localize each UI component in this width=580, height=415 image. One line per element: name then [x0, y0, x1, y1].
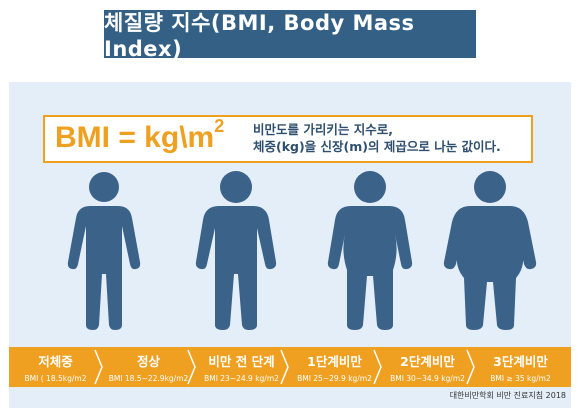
bmi-description-line1: 비만도를 가리키는 지수로, [253, 122, 393, 137]
category-name: 정상 [136, 354, 160, 369]
category-underweight: 저체중 BMI ( 18.5kg/m2 [9, 347, 102, 383]
category-range: BMI ≥ 35 kg/m2 [490, 374, 551, 383]
bmi-formula-exponent: 2 [214, 116, 225, 136]
bmi-category-bar: 저체중 BMI ( 18.5kg/m2 정상 BMI 18.5~22.9kg/m… [9, 347, 571, 387]
category-range: BMI 18.5~22.9kg/m2 [108, 374, 189, 383]
person-obese1-icon [443, 171, 537, 330]
page-title: 체질량 지수(BMI, Body Mass Index) [104, 10, 476, 61]
person-underweight-icon [67, 172, 141, 330]
page-title-text: 체질량 지수(BMI, Body Mass Index) [104, 11, 415, 61]
category-name: 1단계비만 [307, 354, 362, 369]
bmi-description: 비만도를 가리키는 지수로, 체중(kg)을 신장(m)의 제곱으로 나눈 값이… [253, 121, 501, 155]
category-obese-3: 3단계비만 BMI ≥ 35 kg/m2 [474, 347, 567, 383]
bmi-formula: BMI = kg\m2 [55, 116, 224, 155]
formula-box: BMI = kg\m2 비만도를 가리키는 지수로, 체중(kg)을 신장(m)… [43, 115, 533, 163]
category-bar-background [9, 347, 571, 387]
person-normal-icon [195, 171, 277, 330]
person-preobese-icon [327, 171, 413, 330]
category-preobese: 비만 전 단계 BMI 23~24.9 kg/m2 [195, 347, 288, 383]
bmi-description-line2: 체중(kg)을 신장(m)의 제곱으로 나눈 값이다. [253, 139, 501, 154]
category-name: 2단계비만 [400, 354, 455, 369]
category-name: 저체중 [38, 354, 73, 369]
body-figures [0, 170, 580, 340]
category-name: 비만 전 단계 [208, 354, 275, 369]
category-range: BMI 25~29.9 kg/m2 [297, 374, 372, 383]
category-range: BMI 23~24.9 kg/m2 [204, 374, 279, 383]
category-range: BMI ( 18.5kg/m2 [24, 374, 87, 383]
category-normal: 정상 BMI 18.5~22.9kg/m2 [102, 347, 195, 383]
bmi-formula-main: BMI = kg\m [55, 121, 215, 154]
category-obese-2: 2단계비만 BMI 30~34.9 kg/m2 [381, 347, 474, 383]
category-name: 3단계비만 [493, 354, 548, 369]
category-obese-1: 1단계비만 BMI 25~29.9 kg/m2 [288, 347, 381, 383]
source-citation: 대한비만학회 비만 진료지침 2018 [449, 391, 566, 400]
category-range: BMI 30~34.9 kg/m2 [390, 374, 465, 383]
